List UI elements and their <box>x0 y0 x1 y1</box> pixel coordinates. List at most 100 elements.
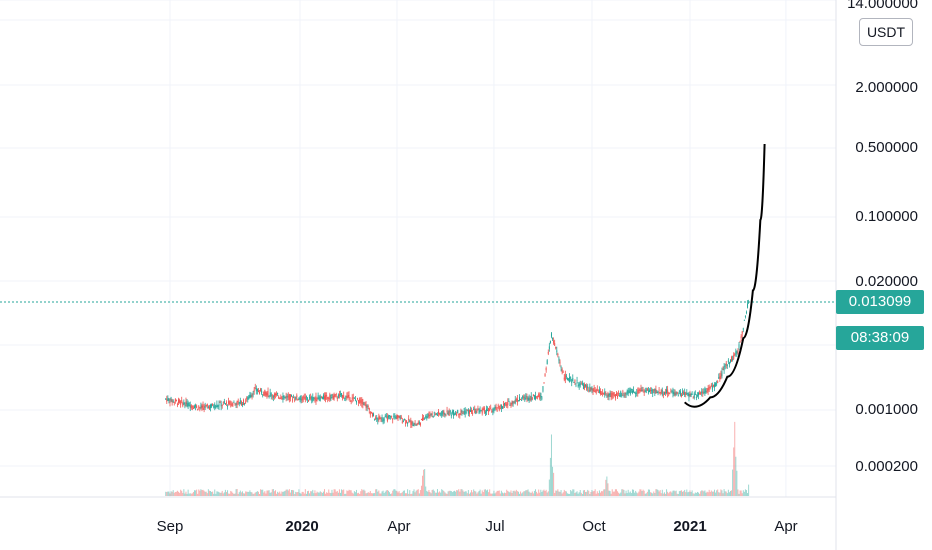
volume-bar <box>205 491 207 496</box>
volume-bar <box>306 491 308 496</box>
candle-body <box>438 411 440 414</box>
volume-bar <box>487 489 489 496</box>
volume-bar <box>401 492 403 496</box>
volume-bar <box>694 492 696 496</box>
volume-bar <box>696 491 698 496</box>
candle-body <box>617 396 619 398</box>
candle-body <box>704 389 706 393</box>
candle-body <box>254 387 256 389</box>
candle-body <box>701 391 703 394</box>
candle-body <box>288 394 290 400</box>
candle-body <box>675 392 677 396</box>
candle-body <box>508 400 510 402</box>
volume-bar <box>235 489 237 496</box>
volume-bar <box>314 490 316 496</box>
volume-bar <box>196 489 198 496</box>
candle-body <box>449 410 451 413</box>
candle-body <box>354 399 356 401</box>
candle-body <box>433 412 435 414</box>
candle-body <box>366 405 368 408</box>
candle-body <box>387 415 389 418</box>
candle-body <box>341 393 343 396</box>
candle-body <box>541 397 543 399</box>
candle-body <box>472 412 474 414</box>
volume-bar <box>425 486 427 496</box>
candle-body <box>184 404 186 407</box>
candle-body <box>313 397 315 399</box>
volume-bar <box>464 491 466 496</box>
volume-bar <box>596 491 598 496</box>
candle-body <box>512 401 514 405</box>
volume-bar <box>239 490 241 496</box>
volume-bar <box>553 472 555 496</box>
candle-body <box>595 389 597 393</box>
volume-bar <box>386 490 388 496</box>
volume-bar <box>731 490 733 496</box>
volume-bar <box>597 493 599 496</box>
volume-bar <box>174 491 176 496</box>
volume-bar <box>216 491 218 496</box>
volume-bar <box>667 491 669 496</box>
candle-body <box>474 408 476 413</box>
volume-bar <box>530 492 532 496</box>
volume-bar <box>507 490 509 496</box>
candle-body <box>579 383 581 386</box>
candle-body <box>260 388 262 391</box>
candle-body <box>198 406 200 408</box>
volume-bar <box>576 491 578 496</box>
volume-bar <box>717 489 719 496</box>
volume-bar <box>392 490 394 496</box>
volume-bar <box>638 491 640 496</box>
y-tick-label: 0.500000 <box>855 139 918 156</box>
candle-body <box>377 418 379 421</box>
volume-bar <box>352 493 354 496</box>
volume-bar <box>397 492 399 496</box>
volume-bar <box>184 493 186 496</box>
volume-bar <box>531 491 533 496</box>
candle-body <box>562 371 564 373</box>
volume-bar <box>202 489 204 496</box>
volume-bar <box>701 490 703 496</box>
candle-body <box>591 387 593 391</box>
volume-bar <box>515 489 517 496</box>
volume-bar <box>427 491 429 496</box>
candle-body <box>379 417 381 420</box>
candle-body <box>343 395 345 398</box>
candle-body <box>280 397 282 399</box>
chart-grid <box>0 0 836 497</box>
volume-bar <box>698 492 700 496</box>
volume-bar <box>230 490 232 496</box>
currency-badge[interactable]: USDT <box>859 18 913 46</box>
candle-body <box>715 383 717 387</box>
volume-bar <box>170 491 172 496</box>
volume-bar <box>729 490 731 496</box>
volume-bar <box>411 493 413 496</box>
candle-body <box>277 393 279 395</box>
volume-bar <box>217 491 219 496</box>
volume-bar <box>391 493 393 496</box>
candle-body <box>606 395 608 397</box>
volume-bar <box>180 489 182 496</box>
candle-body <box>651 390 653 392</box>
candle-body <box>397 415 399 418</box>
volume-bar <box>441 489 443 496</box>
volume-bar <box>689 490 691 496</box>
volume-bar <box>652 493 654 496</box>
candle-body <box>402 420 404 422</box>
volume-bar <box>604 489 606 496</box>
candle-body <box>358 400 360 403</box>
candle-body <box>548 346 550 349</box>
volume-bar <box>341 489 343 496</box>
candle-body <box>575 384 577 386</box>
volume-bar <box>574 493 576 496</box>
candle-body <box>378 416 380 421</box>
candle-body <box>733 355 735 359</box>
volume-bar <box>191 493 193 496</box>
volume-bar <box>595 493 597 496</box>
candle-body <box>685 392 687 395</box>
volume-bar <box>203 490 205 496</box>
volume-bar <box>605 479 607 496</box>
candle-body <box>370 411 372 413</box>
volume-bar <box>504 492 506 496</box>
